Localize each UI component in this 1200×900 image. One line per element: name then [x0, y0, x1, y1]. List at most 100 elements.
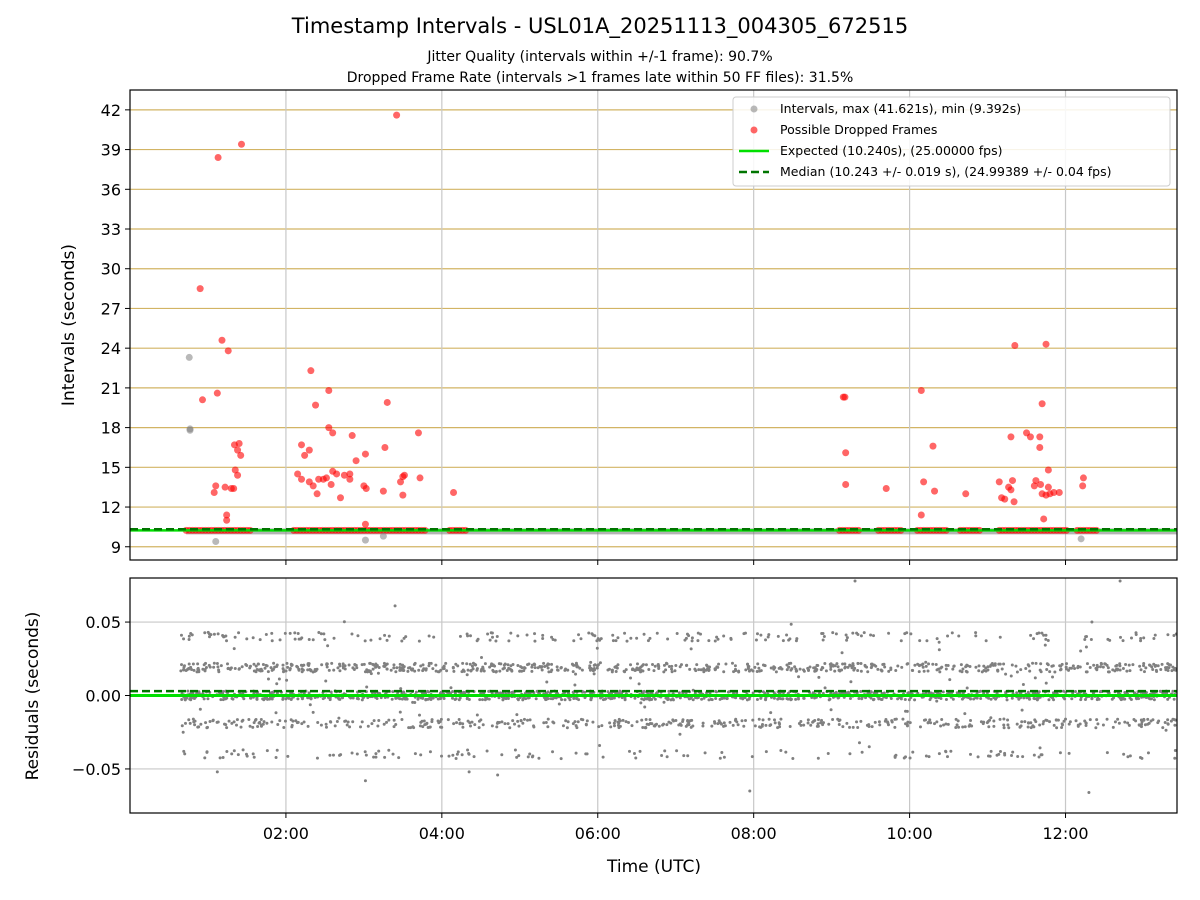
- residual-point: [1098, 665, 1102, 669]
- residual-point: [264, 632, 268, 636]
- residual-point: [666, 637, 670, 641]
- residual-point: [829, 665, 833, 669]
- residual-point: [670, 667, 674, 671]
- residual-point: [1031, 661, 1035, 665]
- residual-point: [763, 663, 767, 667]
- residual-point: [375, 697, 379, 701]
- residual-point: [811, 720, 815, 724]
- residual-point: [845, 636, 849, 640]
- residual-point: [245, 754, 249, 758]
- residual-point: [242, 697, 246, 701]
- residual-point: [755, 697, 759, 701]
- dropped-frame-point: [348, 432, 356, 440]
- residual-point: [796, 697, 800, 701]
- residual-point: [785, 663, 789, 667]
- residual-point: [592, 663, 596, 667]
- residual-point: [905, 709, 909, 713]
- residual-point: [1019, 668, 1023, 672]
- residual-point: [629, 636, 633, 640]
- residual-point: [848, 663, 852, 667]
- residual-point: [690, 636, 694, 640]
- residual-point: [297, 667, 301, 671]
- residual-point: [595, 646, 599, 650]
- residual-point: [555, 665, 559, 669]
- residual-point: [633, 696, 637, 700]
- residual-point: [686, 754, 690, 758]
- residual-point: [483, 662, 487, 666]
- residual-point: [491, 635, 495, 639]
- residual-point: [286, 665, 290, 669]
- residual-point: [192, 696, 196, 700]
- residual-point: [1164, 728, 1168, 732]
- residual-point: [941, 690, 945, 694]
- residual-point: [678, 665, 682, 669]
- intervals-ytick-label: 9: [111, 538, 121, 557]
- residual-point: [740, 719, 744, 723]
- residual-point: [776, 634, 780, 638]
- residual-point: [899, 639, 903, 643]
- residual-point: [495, 725, 499, 729]
- residual-point: [601, 698, 605, 702]
- residual-point: [524, 697, 528, 701]
- residual-point: [1118, 579, 1122, 583]
- residual-point: [1011, 750, 1015, 754]
- residual-point: [838, 718, 842, 722]
- residual-point: [1126, 721, 1130, 725]
- residual-point: [884, 718, 888, 722]
- residual-point: [845, 721, 849, 725]
- residual-point: [849, 680, 853, 684]
- residual-point: [475, 667, 479, 671]
- residual-point: [460, 753, 464, 757]
- residual-point: [657, 665, 661, 669]
- residual-point: [954, 726, 958, 730]
- residual-point: [446, 718, 450, 722]
- residual-point: [390, 697, 394, 701]
- residual-point: [297, 637, 301, 641]
- residual-point: [351, 696, 355, 700]
- residual-point: [963, 712, 967, 716]
- residual-point: [1149, 697, 1153, 701]
- residual-point: [1163, 721, 1167, 725]
- residual-point: [547, 662, 551, 666]
- residual-point: [744, 668, 748, 672]
- residual-point: [584, 722, 588, 726]
- dropped-frame-point: [340, 471, 348, 479]
- residual-point: [506, 696, 510, 700]
- intervals-ytick-label: 33: [101, 220, 121, 239]
- residual-point: [573, 720, 577, 724]
- dropped-frame-point: [325, 424, 333, 432]
- residual-point: [560, 698, 564, 702]
- residual-point: [629, 676, 633, 680]
- residual-point: [872, 634, 876, 638]
- residual-point: [992, 719, 996, 723]
- residual-point: [903, 755, 907, 759]
- residual-point: [689, 696, 693, 700]
- residual-point: [1054, 718, 1058, 722]
- residual-point: [767, 633, 771, 637]
- residual-point: [337, 716, 341, 720]
- legend-box: [732, 96, 1171, 187]
- residual-point: [442, 696, 446, 700]
- dropped-frame-point: [917, 387, 925, 395]
- residual-point: [729, 636, 733, 640]
- residual-point: [1060, 662, 1064, 666]
- residual-point: [285, 678, 289, 682]
- dropped-frame-point: [313, 490, 321, 498]
- residual-point: [221, 634, 225, 638]
- residual-point: [815, 724, 819, 728]
- residual-point: [764, 697, 768, 701]
- residual-point: [887, 669, 891, 673]
- residual-point: [667, 689, 671, 693]
- residual-point: [377, 719, 381, 723]
- residual-point: [1062, 719, 1066, 723]
- residual-point: [648, 636, 652, 640]
- residual-point: [289, 697, 293, 701]
- residual-point: [799, 719, 803, 723]
- dropped-frame-point: [298, 475, 306, 483]
- residual-point: [896, 664, 900, 668]
- residual-point: [1101, 665, 1105, 669]
- residual-point: [931, 662, 935, 666]
- residual-point: [1169, 719, 1173, 723]
- residual-point: [300, 697, 304, 701]
- residual-point: [309, 696, 313, 700]
